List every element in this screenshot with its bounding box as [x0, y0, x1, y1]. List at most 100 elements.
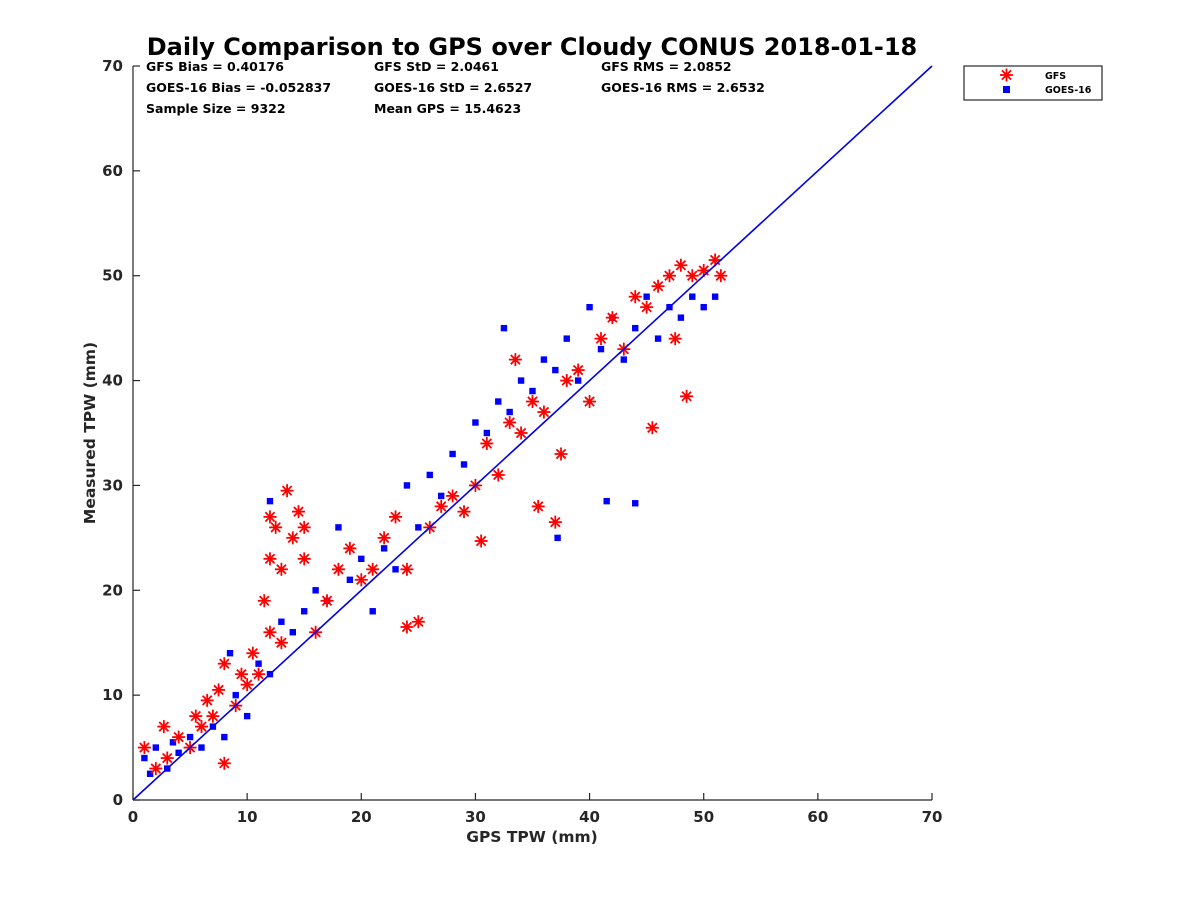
goes-16-point — [554, 534, 561, 542]
goes-16-point — [586, 303, 593, 311]
gfs-point — [389, 510, 403, 524]
goes-16-point — [574, 377, 582, 384]
legend-box — [963, 65, 1103, 101]
legend-goes-label: GOES-16 — [1045, 85, 1092, 96]
goes-16-point — [597, 345, 605, 353]
goes-16-point — [289, 629, 296, 636]
goes-16-point — [301, 608, 308, 615]
goes-16-point — [255, 660, 262, 667]
gfs-point — [554, 447, 568, 461]
y-tick-label: 40 — [102, 372, 123, 390]
goes-16-point — [232, 691, 239, 699]
y-tick-label: 30 — [102, 476, 123, 494]
gfs-point — [263, 510, 277, 524]
gfs-point — [217, 657, 231, 671]
gfs-point — [594, 332, 608, 346]
goes-16-point — [226, 650, 234, 657]
goes-16-point — [152, 744, 160, 751]
legend-goes-marker — [1003, 86, 1010, 93]
gfs-point — [137, 741, 151, 755]
gfs-point — [457, 505, 471, 519]
goes-16-point — [141, 754, 148, 762]
goes-16-point — [346, 576, 354, 583]
goes-16-point — [437, 492, 445, 500]
gfs-point — [531, 499, 545, 513]
legend-gfs-marker — [1000, 68, 1013, 82]
gfs-point — [685, 269, 699, 283]
gfs-point — [560, 374, 574, 388]
goes-16-point — [643, 293, 650, 300]
gfs-point — [331, 562, 345, 576]
gfs-point — [354, 573, 368, 587]
goes-16-point — [483, 429, 491, 437]
gfs-point — [297, 520, 311, 534]
x-tick-label: 10 — [237, 808, 258, 826]
gfs-point — [651, 279, 665, 293]
gfs-point — [400, 620, 414, 634]
gfs-point — [680, 389, 694, 403]
y-tick-label: 10 — [102, 686, 123, 704]
y-tick-label: 60 — [102, 162, 123, 180]
gfs-point — [400, 562, 414, 576]
goes-16-point — [517, 377, 525, 384]
plot-points — [137, 253, 728, 777]
goes-16-point — [449, 450, 456, 458]
goes-16-point — [632, 500, 639, 507]
goes-16-point — [186, 733, 194, 741]
goes-16-point — [335, 524, 342, 531]
gfs-point — [491, 468, 505, 482]
y-tick-label: 70 — [102, 57, 123, 75]
goes-16-point — [540, 356, 548, 363]
x-tick-label: 20 — [351, 808, 372, 826]
goes-16-point — [603, 497, 610, 505]
x-axis-label: GPS TPW (mm) — [466, 828, 598, 846]
goes-16-point — [175, 749, 182, 757]
y-tick-label: 0 — [113, 791, 123, 809]
stat-mean-gps: Mean GPS = 15.4623 — [374, 101, 521, 116]
gfs-point — [234, 667, 248, 681]
gfs-point — [252, 667, 266, 681]
x-tick-label: 50 — [693, 808, 714, 826]
gfs-point — [583, 395, 597, 409]
goes-16-point — [358, 555, 365, 563]
gfs-point — [263, 552, 277, 566]
goes-16-point — [392, 566, 399, 573]
legend-gfs-label: GFS — [1045, 71, 1066, 82]
gfs-point — [446, 489, 460, 503]
gfs-point — [274, 636, 288, 650]
gfs-point — [714, 269, 728, 283]
gfs-point — [411, 615, 425, 629]
gfs-point — [280, 484, 294, 498]
goes-16-point — [146, 770, 154, 777]
goes-16-point — [266, 497, 274, 505]
goes-16-point — [689, 293, 696, 300]
legend: GFS GOES-16 — [963, 65, 1103, 101]
goes-16-point — [426, 471, 433, 479]
one-to-one-line — [132, 65, 933, 801]
chart-title: Daily Comparison to GPS over Cloudy CONU… — [147, 33, 918, 61]
goes-16-point — [632, 324, 639, 332]
stat-sample-size: Sample Size = 9322 — [146, 101, 286, 116]
goes-16-point — [620, 356, 628, 363]
gfs-point — [157, 720, 171, 734]
gfs-point — [297, 552, 311, 566]
goes-16-point — [415, 524, 422, 531]
gfs-point — [257, 594, 271, 608]
goes-16-point — [711, 293, 719, 300]
goes-16-point — [654, 335, 662, 342]
goes-16-point — [506, 408, 513, 416]
gfs-point — [377, 531, 391, 545]
gfs-point — [274, 562, 288, 576]
gfs-point — [605, 311, 619, 325]
y-axis-label: Measured TPW (mm) — [81, 342, 99, 524]
gfs-point — [662, 269, 676, 283]
gfs-point — [434, 499, 448, 513]
goes-16-point — [369, 608, 376, 615]
gfs-point — [645, 421, 659, 435]
gfs-point — [286, 531, 300, 545]
stat-goes-rms: GOES-16 RMS = 2.6532 — [601, 80, 765, 95]
goes-16-point — [460, 461, 468, 468]
gfs-point — [189, 709, 203, 723]
